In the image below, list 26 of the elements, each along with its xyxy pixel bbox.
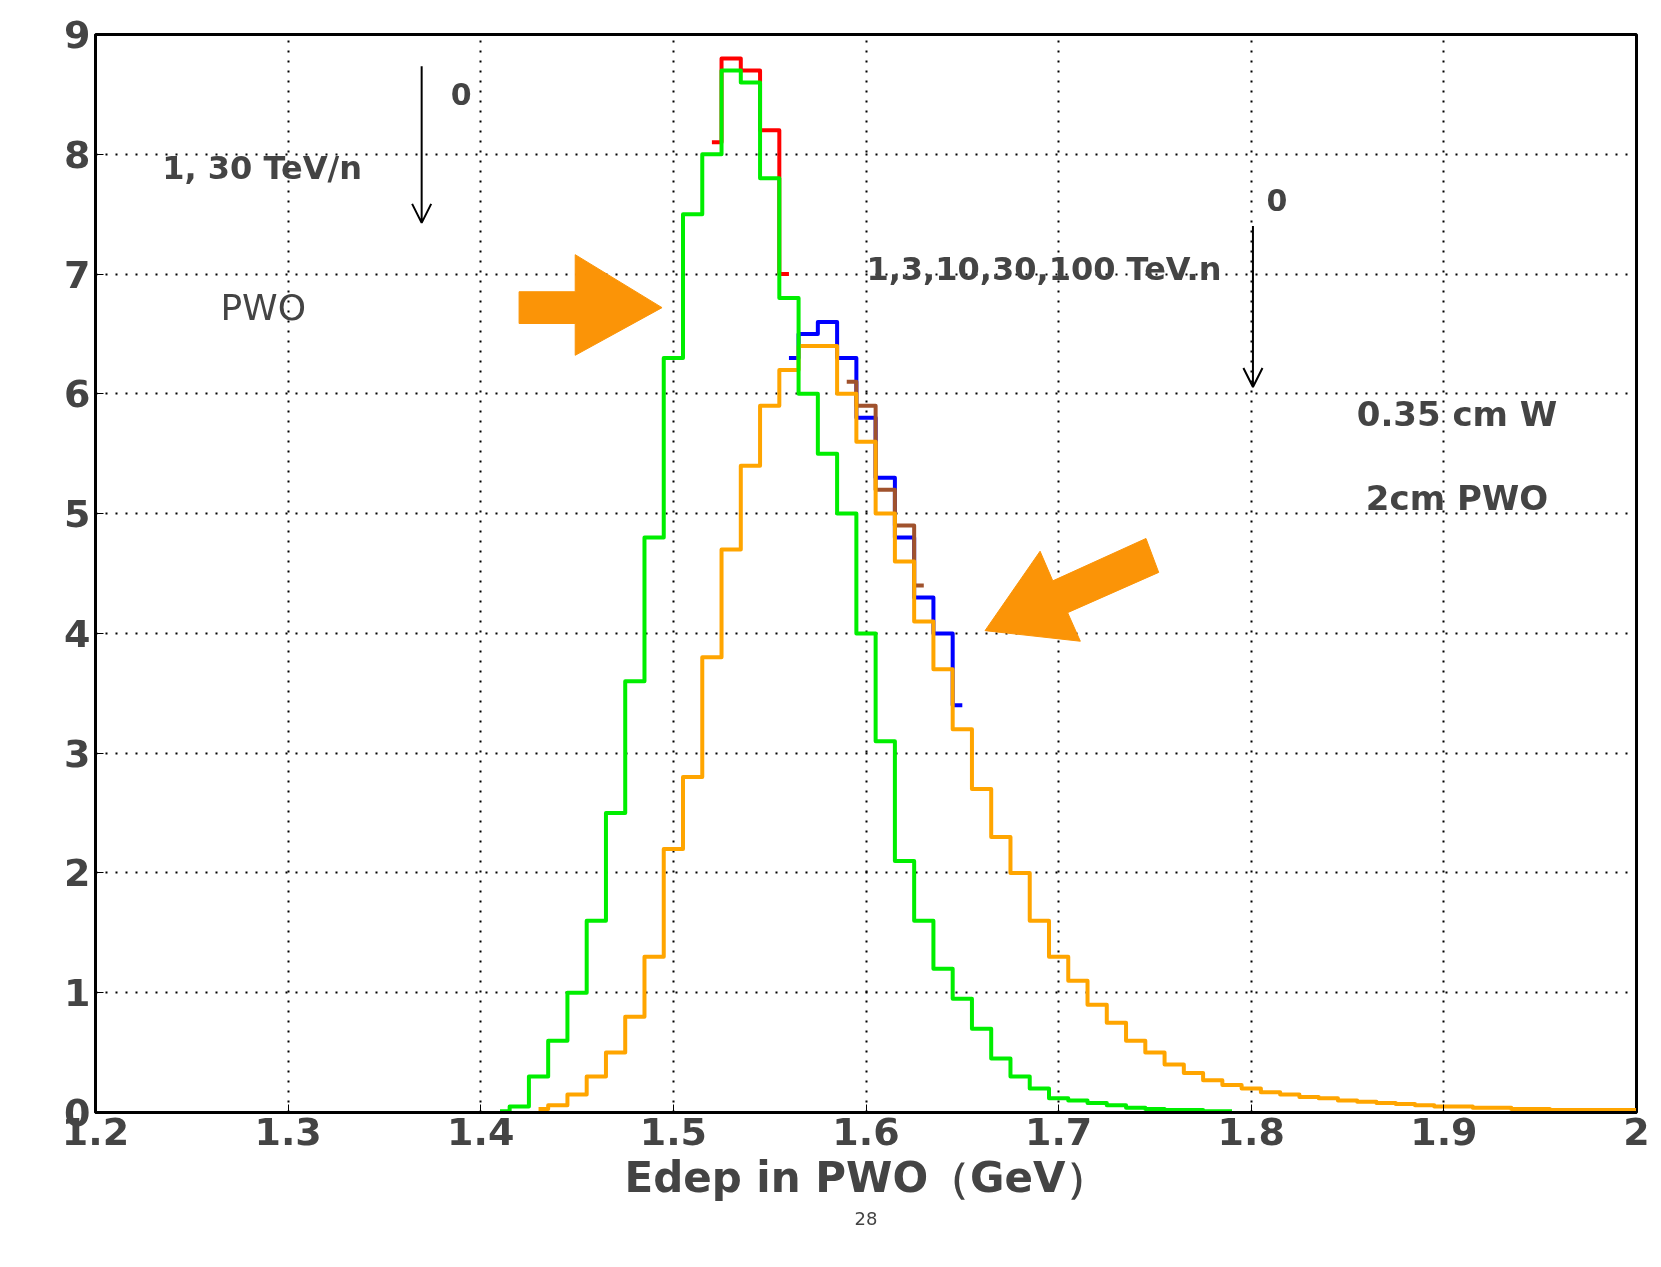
y-tick-label: 9	[64, 13, 91, 57]
x-tick-label: 1.9	[1410, 1109, 1478, 1154]
x-tick-label: 1.5	[639, 1109, 708, 1154]
x-axis-title: Edep in PWO（GeV）	[624, 1152, 1108, 1202]
x-tick-label: 1.7	[1024, 1109, 1093, 1154]
x-tick-label: 1.6	[832, 1109, 900, 1154]
y-tick-label: 1	[64, 971, 91, 1016]
x-tick-label: 1.8	[1217, 1109, 1285, 1154]
annotation: 2cm PWO	[1365, 478, 1549, 519]
y-tick-label: 7	[64, 252, 91, 297]
y-tick-label: 6	[64, 372, 91, 417]
x-tick-label: 1.3	[254, 1109, 322, 1154]
y-tick-label: 3	[64, 731, 91, 776]
y-tick-label: 4	[64, 611, 91, 656]
x-tick-label: 1.4	[447, 1109, 515, 1154]
annotation: PWO	[220, 287, 307, 329]
annotation: 0	[450, 76, 472, 112]
text: 28	[854, 1207, 878, 1229]
annotation: 1,3,10,30,100 TeV.n	[866, 249, 1222, 288]
y-tick-label: 2	[64, 851, 91, 896]
x-tick-label: 2	[1623, 1109, 1650, 1154]
annotation: 0.35 cm W	[1356, 393, 1558, 434]
annotation: 1, 30 TeV/n	[162, 148, 363, 187]
annotation: 0	[1266, 182, 1288, 218]
y-tick-label: 8	[64, 132, 91, 177]
y-tick-label: 5	[64, 492, 91, 537]
